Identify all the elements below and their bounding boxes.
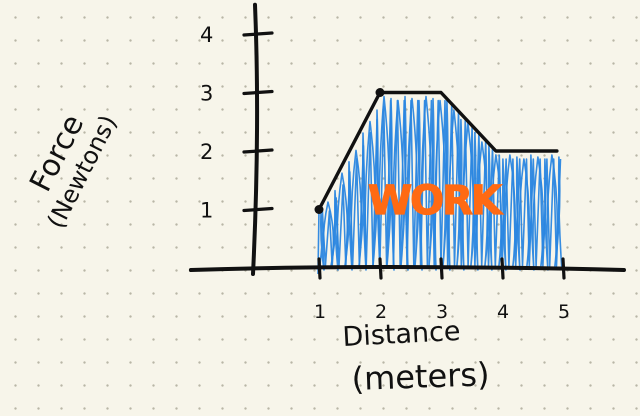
x-axis-line (188, 265, 626, 272)
marked-point-2 (375, 88, 385, 97)
y-tick-label-4: 4 (200, 23, 213, 47)
axes (188, 2, 626, 276)
x-tick-3 (439, 257, 444, 280)
marked-point-1 (314, 205, 324, 214)
x-tick-label-5: 5 (558, 301, 570, 323)
tick-labels: 1 2 3 4 5 1 2 3 4 (200, 23, 570, 323)
x-axis-title-line-2: (meters) (351, 355, 490, 398)
y-axis-line (251, 2, 260, 276)
y-tick-4 (242, 31, 274, 37)
y-axis-title: Force (Newtons) (23, 109, 122, 233)
y-tick-label-1: 1 (200, 199, 213, 223)
x-tick-label-2: 2 (375, 301, 387, 323)
x-tick-label-1: 1 (314, 301, 326, 323)
force-line (317, 90, 559, 212)
x-tick-label-4: 4 (497, 301, 509, 323)
y-tick-label-3: 3 (200, 82, 213, 106)
work-annotation: WORK (368, 178, 504, 224)
y-tick-1 (242, 206, 274, 213)
x-tick-label-3: 3 (436, 301, 448, 323)
tick-marks (242, 31, 566, 280)
x-tick-1 (317, 257, 322, 280)
force-curve (314, 88, 559, 214)
x-tick-4 (500, 257, 505, 280)
x-axis-title: Distance (meters) (342, 316, 490, 398)
x-tick-2 (378, 257, 383, 280)
y-tick-label-2: 2 (200, 140, 213, 164)
y-tick-2 (242, 148, 274, 154)
x-tick-5 (561, 257, 566, 280)
y-tick-3 (242, 89, 274, 96)
x-axis-title-line-1: Distance (342, 316, 462, 353)
